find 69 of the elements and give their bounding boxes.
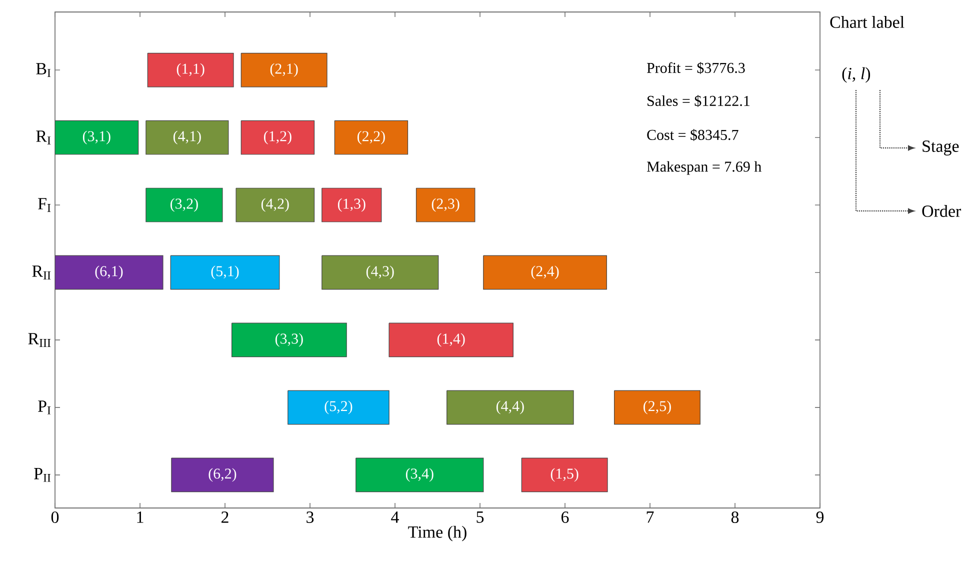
y-tick-label: R$_{II}$ — [32, 266, 51, 280]
bar — [521, 458, 608, 492]
annotation: (3,4) — [406, 468, 434, 482]
annotation: (2,5) — [644, 400, 671, 414]
x-tick-label: 7 — [646, 512, 654, 523]
x-tick-label: 4 — [391, 512, 399, 523]
x-tick-label: 0 — [51, 512, 59, 524]
annotation: Cost = $8345.7 — [647, 128, 738, 141]
x-tick-label: 6 — [561, 512, 569, 523]
text: Chart label — [830, 16, 904, 28]
annotation: (6,2) — [208, 468, 236, 482]
annotation: (2,4) — [531, 266, 559, 280]
bar — [55, 255, 164, 290]
bar — [288, 390, 390, 425]
annotation: (1,3) — [338, 198, 366, 212]
annotation: (5,2) — [324, 400, 352, 414]
annotation: (3,1) — [82, 130, 110, 144]
annotation: Sales = $12122.1 — [648, 94, 750, 107]
annotation: (6,1) — [95, 266, 123, 280]
annotation: (1,4) — [437, 333, 465, 347]
y-tick-label: P$_{II}$ — [34, 468, 51, 482]
text: Order — [922, 205, 962, 217]
y-tick-label: R$_{I}$ — [36, 130, 51, 144]
annotation: (2,3) — [432, 198, 460, 212]
text: (i, l) — [842, 67, 870, 83]
x-tick-label: 3 — [306, 512, 314, 523]
bar — [146, 188, 223, 222]
x-tick-label: 1 — [137, 512, 144, 523]
bar — [232, 322, 347, 358]
x-tick-label: 9 — [816, 512, 824, 523]
annotation: (5,1) — [211, 266, 239, 280]
y-tick-label: P$_{I}$ — [38, 400, 51, 414]
annotation: (1,5) — [550, 468, 578, 482]
bar — [322, 188, 382, 222]
annotation: Makespan = 7.69 h — [646, 161, 762, 175]
bar — [236, 188, 315, 222]
bar — [322, 255, 439, 290]
annotation: (4,3) — [366, 266, 394, 280]
annotation: (1,1) — [176, 63, 204, 77]
x-tick-label: 5 — [476, 512, 484, 523]
bar — [170, 255, 280, 290]
annotation: (2,2) — [357, 130, 385, 144]
bar — [146, 120, 229, 155]
y-tick-label: B$_{I}$ — [36, 63, 51, 77]
annotation: (4,2) — [261, 198, 289, 212]
bar — [240, 52, 328, 88]
bar — [614, 390, 700, 425]
bar — [416, 188, 476, 222]
annotation: Profit = $3776.3 — [646, 62, 745, 74]
bar — [388, 322, 514, 358]
text: Stage — [922, 140, 959, 156]
bar — [171, 458, 274, 492]
annotation: (4,1) — [173, 130, 201, 144]
bar — [334, 120, 408, 155]
y-tick-label: R$_{III}$ — [28, 333, 51, 347]
annotation: (3,3) — [275, 333, 303, 347]
annotation: (4,4) — [496, 400, 524, 414]
annotation: (2,1) — [270, 63, 298, 77]
x-axis-title: Time (h) — [408, 526, 466, 542]
x-tick-label: 2 — [222, 512, 228, 523]
bar — [446, 390, 574, 425]
annotation: (3,2) — [170, 198, 198, 212]
bar — [147, 52, 234, 88]
x-tick-label: 8 — [731, 512, 739, 524]
bar — [356, 458, 484, 492]
bar — [240, 120, 315, 155]
y-tick-label: F$_{I}$ — [38, 198, 51, 212]
bar — [483, 255, 607, 290]
annotation: (1,2) — [264, 130, 292, 144]
